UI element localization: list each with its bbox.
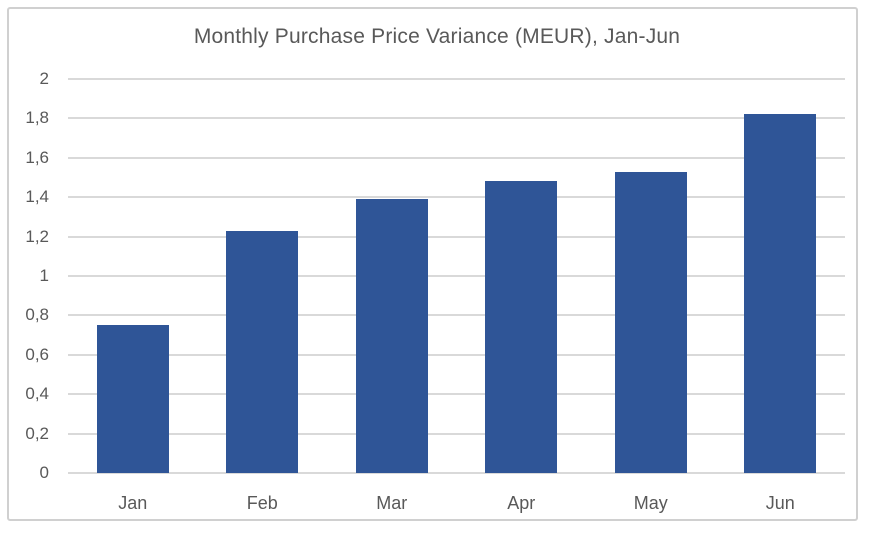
bar-may [614, 171, 687, 473]
y-axis-tick-label: 1,8 [25, 108, 49, 128]
x-axis-category-label: Jan [118, 493, 148, 513]
x-axis-category-label: May [633, 493, 668, 513]
chart-title: Monthly Purchase Price Variance (MEUR), … [193, 25, 681, 48]
gridline [68, 196, 845, 199]
gridline [68, 78, 845, 80]
y-axis-tick-label: 0,2 [25, 423, 49, 443]
gridline [68, 472, 845, 474]
x-axis-category-label: Jun [765, 493, 795, 513]
x-axis-category-label: Apr [507, 493, 536, 513]
gridline [68, 156, 845, 159]
y-axis-tick-label: 0,6 [25, 344, 49, 364]
gridline [68, 314, 845, 317]
gridline [68, 353, 845, 356]
x-axis-category-label: Mar [376, 493, 408, 513]
gridline [68, 393, 845, 396]
bar-feb [226, 230, 299, 473]
y-axis-tick-label: 2 [39, 69, 49, 88]
y-axis-tick-label: 0,4 [25, 384, 49, 404]
x-axis-category-label: Feb [246, 493, 278, 513]
bar-jun [744, 114, 817, 473]
y-axis-tick-label: 0 [39, 463, 49, 482]
bar-mar [355, 199, 428, 473]
y-axis-tick-label: 1 [39, 266, 49, 285]
bar-apr [485, 181, 558, 473]
gridline [68, 117, 845, 120]
gridline [68, 235, 845, 238]
bar-jan [96, 325, 169, 473]
y-axis-tick-label: 1,4 [25, 187, 49, 207]
y-axis-tick-label: 1,6 [25, 147, 49, 167]
gridline [68, 275, 845, 277]
gridline [68, 432, 845, 435]
y-axis-tick-label: 1,2 [25, 226, 49, 246]
y-axis-tick-label: 0,8 [25, 305, 49, 325]
